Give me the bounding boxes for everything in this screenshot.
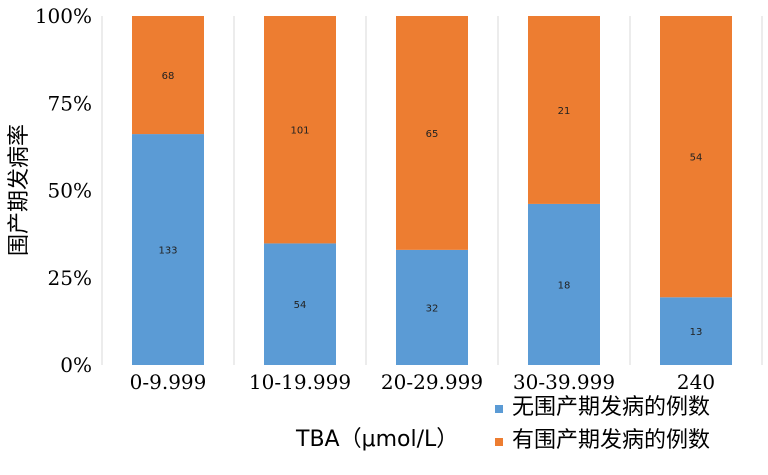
legend-swatch <box>495 438 503 446</box>
x-axis-categories: 0-9.999 10-19.999 20-29.999 30-39.999 240 <box>130 370 715 394</box>
bar-segment <box>132 16 204 135</box>
bar-segment <box>396 249 468 365</box>
bar-segment <box>660 16 732 298</box>
grid-lines <box>101 16 763 365</box>
x-tick-label: 10-19.999 <box>249 370 351 394</box>
legend-label: 有围产期发病的例数 <box>512 428 710 453</box>
y-tick-label: 75% <box>48 91 92 115</box>
data-label: 21 <box>558 106 571 117</box>
data-label: 13 <box>690 327 703 338</box>
bars <box>132 16 732 365</box>
y-tick-label: 0% <box>60 353 92 377</box>
bar-segment <box>264 243 336 365</box>
y-axis-title: 围产期发病率 <box>7 124 32 256</box>
data-label: 101 <box>290 126 309 137</box>
bar-segment <box>396 16 468 250</box>
x-tick-label: 20-29.999 <box>381 370 483 394</box>
data-labels: 133 68 54 101 32 65 18 21 13 54 <box>158 71 702 338</box>
data-label: 65 <box>426 129 439 140</box>
x-tick-label: 30-39.999 <box>513 370 615 394</box>
data-label: 32 <box>426 303 439 314</box>
data-label: 133 <box>158 246 177 257</box>
data-label: 54 <box>690 153 703 164</box>
bar-segment <box>528 16 600 204</box>
y-tick-label: 50% <box>48 179 92 203</box>
data-label: 18 <box>558 280 571 291</box>
bar-segment <box>528 203 600 365</box>
bar-segment <box>264 16 336 244</box>
x-tick-label: 240 <box>677 370 715 394</box>
bar-segment <box>132 134 204 365</box>
x-axis-title: TBA（μmol/L） <box>295 427 458 452</box>
y-tick-label: 100% <box>35 4 92 28</box>
legend-swatch <box>495 405 503 413</box>
legend-label: 无围产期发病的例数 <box>512 395 710 420</box>
x-tick-label: 0-9.999 <box>130 370 207 394</box>
y-tick-label: 25% <box>48 266 92 290</box>
y-axis-ticks: 0% 25% 50% 75% 100% <box>35 4 92 377</box>
data-label: 68 <box>162 71 175 82</box>
bar-segment <box>660 297 732 365</box>
data-label: 54 <box>294 300 307 311</box>
